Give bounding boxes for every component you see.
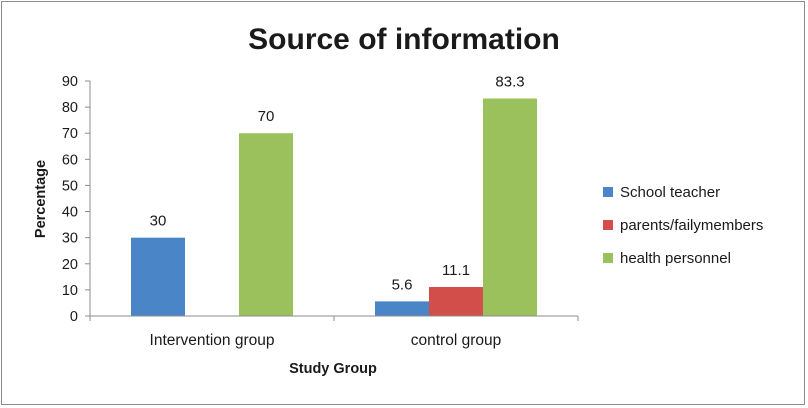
legend-label: School teacher <box>620 184 720 201</box>
bars <box>131 98 537 316</box>
legend: School teacher parents/failymembers health… <box>603 184 763 267</box>
y-tick-label: 60 <box>62 152 78 168</box>
data-labels: 30 70 5.6 11.1 83.3 <box>150 73 525 293</box>
data-label: 11.1 <box>442 262 470 279</box>
y-tick-label: 0 <box>70 309 78 325</box>
x-axis-categories: Intervention group control group <box>89 316 579 349</box>
y-tick-label: 10 <box>62 283 78 299</box>
y-tick-label: 70 <box>62 126 78 142</box>
chart-title: Source of information <box>248 23 560 56</box>
data-label: 70 <box>258 108 275 125</box>
legend-label: health personnel <box>620 250 731 267</box>
bar <box>483 98 537 316</box>
data-label: 5.6 <box>392 276 413 293</box>
y-tick-label: 80 <box>62 100 78 116</box>
y-tick-label: 40 <box>62 205 78 221</box>
y-tick-label: 20 <box>62 257 78 273</box>
x-category-label: Intervention group <box>150 332 275 349</box>
legend-swatch <box>603 187 613 197</box>
bar <box>429 287 483 316</box>
y-axis-ticks: 0 10 20 30 40 50 60 70 80 90 <box>62 74 90 325</box>
legend-swatch <box>603 253 613 263</box>
data-label: 30 <box>150 213 167 230</box>
y-tick-label: 90 <box>62 74 78 90</box>
data-label: 83.3 <box>495 73 524 90</box>
bar <box>239 133 293 316</box>
bar <box>375 301 429 316</box>
legend-swatch <box>603 220 613 230</box>
x-axis-title: Study Group <box>289 361 377 377</box>
legend-label: parents/failymembers <box>620 217 763 234</box>
bar <box>131 237 185 316</box>
y-tick-label: 50 <box>62 178 78 194</box>
y-tick-label: 30 <box>62 231 78 247</box>
x-category-label: control group <box>411 332 501 349</box>
y-axis-title: Percentage <box>33 160 49 238</box>
